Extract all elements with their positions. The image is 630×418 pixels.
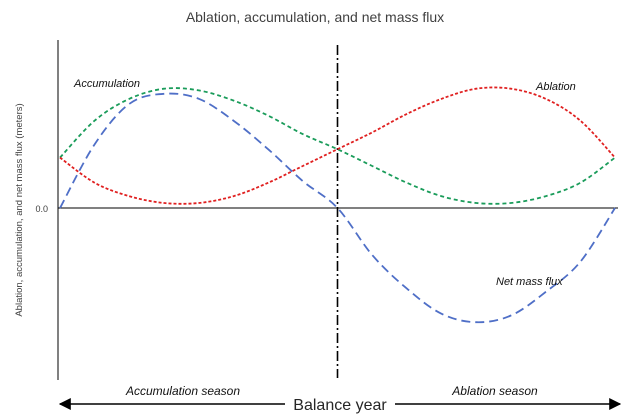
- series-layer: [59, 86, 616, 324]
- y-tick-label-zero: 0.0: [35, 204, 48, 214]
- chart-title: Ablation, accumulation, and net mass flu…: [186, 9, 444, 25]
- y-axis-label: Ablation, accumulation, and net mass flu…: [14, 103, 25, 316]
- accumulation-annotation: Accumulation: [73, 78, 140, 90]
- net-mass-flux-annotation: Net mass flux: [496, 276, 563, 288]
- ablation-season-label: Ablation season: [451, 384, 538, 398]
- accumulation-season-label: Accumulation season: [125, 384, 240, 398]
- series-line-ablation: [59, 86, 616, 205]
- x-axis-label: Balance year: [293, 397, 387, 414]
- ablation-annotation: Ablation: [535, 81, 576, 93]
